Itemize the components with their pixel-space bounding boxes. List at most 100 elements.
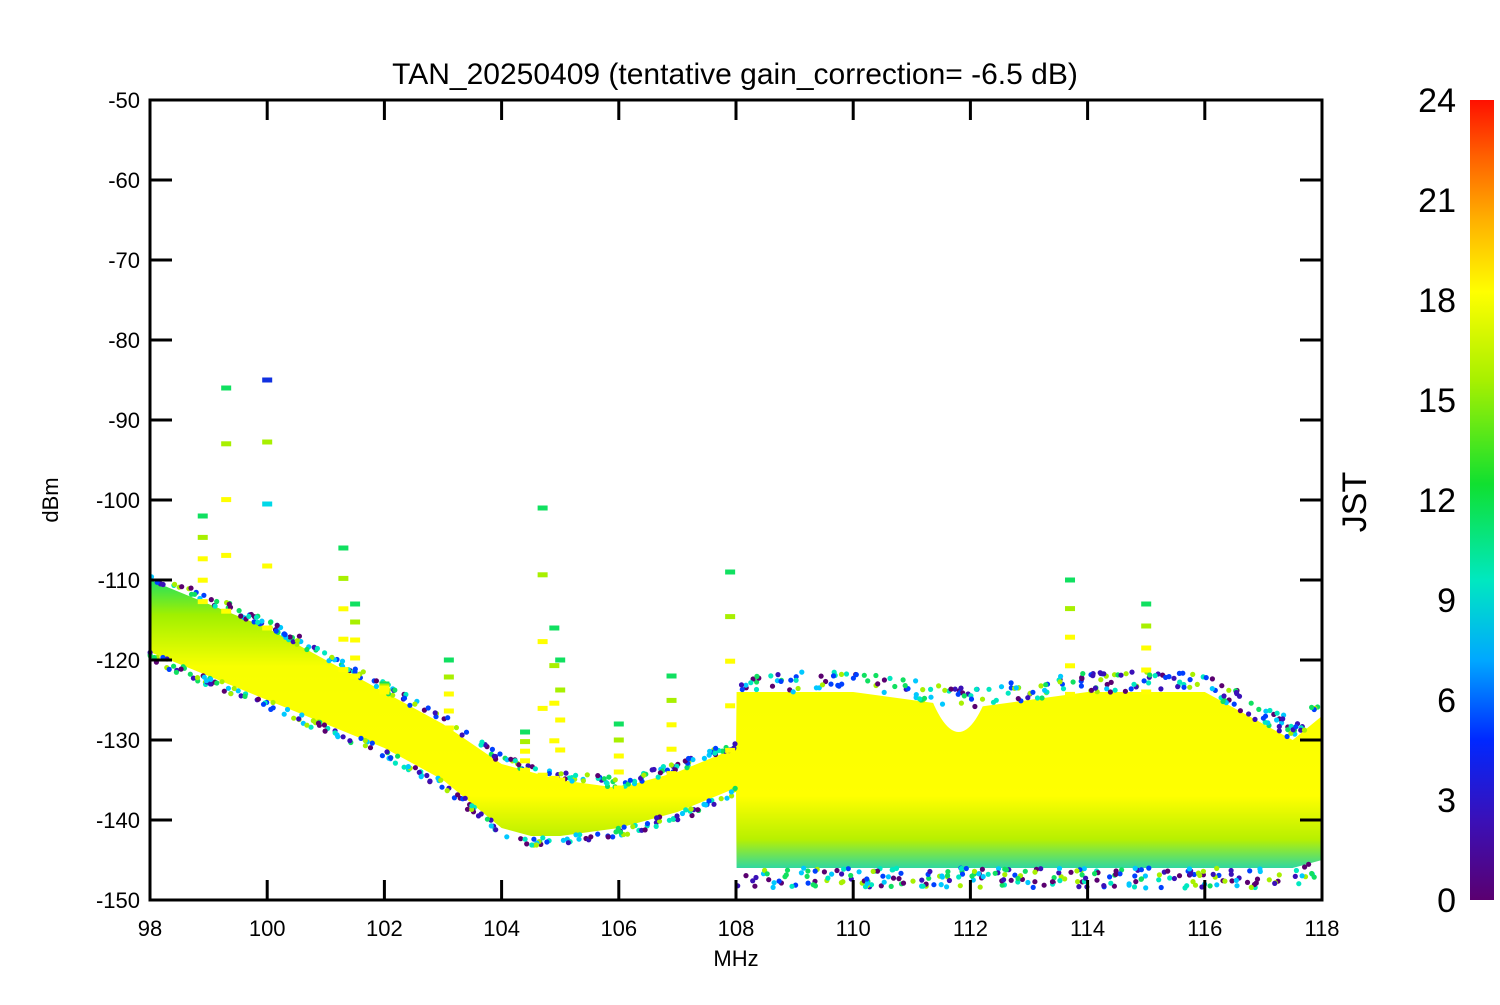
scatter-point — [1015, 696, 1021, 702]
scatter-point — [948, 686, 954, 692]
scatter-point — [392, 760, 398, 766]
scatter-point — [273, 628, 279, 634]
scatter-point — [1248, 700, 1254, 706]
scatter-point — [228, 691, 234, 697]
scatter-point — [601, 776, 607, 782]
scatter-point — [971, 868, 978, 875]
peak-marker — [520, 739, 531, 745]
scatter-point — [334, 732, 340, 738]
notch-112 — [928, 668, 989, 732]
scatter-point — [267, 619, 274, 626]
scatter-point — [685, 755, 692, 762]
scatter-point — [1209, 686, 1215, 692]
scatter-point — [818, 673, 824, 679]
scatter-point — [853, 672, 859, 678]
scatter-point — [1229, 878, 1235, 884]
scatter-point — [1158, 686, 1164, 692]
scatter-point — [1012, 872, 1018, 878]
scatter-point — [1003, 867, 1010, 873]
scatter-point — [913, 692, 919, 698]
scatter-point — [679, 810, 686, 817]
scatter-point — [1187, 684, 1193, 690]
scatter-point — [1092, 871, 1098, 877]
peak-marker — [520, 729, 531, 735]
peak-marker — [338, 545, 349, 551]
scatter-point — [315, 720, 322, 726]
y-tick-label: -150 — [96, 888, 140, 913]
scatter-point — [310, 718, 316, 724]
peak-marker — [537, 772, 548, 778]
scatter-point — [595, 831, 601, 837]
scatter-point — [1192, 882, 1199, 888]
scatter-point — [1234, 691, 1240, 697]
scatter-point — [927, 868, 933, 875]
scatter-point — [711, 801, 717, 807]
scatter-point — [238, 613, 244, 619]
scatter-point — [936, 683, 942, 689]
scatter-point — [1244, 879, 1251, 886]
scatter-point — [1156, 877, 1162, 883]
peak-streak — [379, 681, 390, 695]
scatter-point — [1267, 707, 1273, 714]
scatter-point — [1057, 878, 1063, 884]
scatter-point — [992, 870, 998, 876]
scatter-point — [1254, 876, 1261, 882]
scatter-point — [864, 880, 871, 887]
x-tick-label: 118 — [1304, 916, 1339, 941]
scatter-point — [1070, 679, 1076, 685]
peak-streak — [443, 657, 454, 731]
peak-marker — [666, 673, 677, 679]
scatter-point — [1311, 874, 1317, 880]
scatter-point — [1062, 876, 1068, 882]
scatter-point — [1056, 865, 1063, 872]
scatter-point — [160, 581, 166, 588]
scatter-point — [764, 871, 770, 877]
scatter-point — [1043, 682, 1049, 688]
scatter-point — [255, 696, 261, 702]
scatter-point — [1292, 731, 1298, 737]
scatter-point — [887, 675, 893, 682]
scatter-point — [214, 680, 220, 686]
scatter-point — [595, 773, 601, 779]
scatter-point — [1167, 875, 1173, 881]
peak-marker — [549, 625, 560, 631]
scatter-point — [1293, 724, 1299, 730]
scatter-point — [838, 671, 845, 678]
scatter-point — [1108, 679, 1114, 686]
scatter-point — [493, 827, 499, 833]
scatter-point — [946, 877, 953, 884]
scatter-point — [367, 745, 374, 751]
scatter-point — [910, 878, 916, 884]
scatter-point — [1141, 678, 1147, 684]
scatter-point — [1092, 685, 1098, 691]
scatter-point — [339, 658, 346, 664]
y-tick-label: -110 — [98, 568, 140, 593]
scatter-point — [986, 686, 992, 692]
scatter-point — [1104, 681, 1110, 688]
scatter-point — [1001, 877, 1007, 883]
scatter-point — [469, 803, 475, 809]
scatter-point — [284, 706, 291, 713]
scatter-point — [1260, 715, 1266, 721]
scatter-point — [1008, 680, 1014, 686]
scatter-point — [464, 806, 471, 812]
colorbar-tick-label: 15 — [1418, 382, 1456, 420]
scatter-point — [314, 645, 320, 652]
scatter-point — [1263, 708, 1269, 714]
scatter-point — [1195, 870, 1201, 876]
scatter-point — [653, 823, 659, 830]
scatter-point — [1079, 676, 1085, 682]
peak-marker — [221, 441, 232, 447]
scatter-point — [958, 865, 965, 872]
scatter-point — [612, 777, 618, 783]
scatter-point — [1306, 861, 1312, 867]
scatter-point — [766, 877, 772, 883]
peak-marker — [262, 501, 273, 507]
peak-marker — [1065, 577, 1076, 583]
scatter-point — [881, 689, 887, 696]
colorbar-tick-label: 3 — [1437, 782, 1456, 820]
scatter-point — [274, 622, 280, 629]
scatter-point — [892, 683, 898, 690]
scatter-point — [1175, 684, 1181, 690]
scatter-point — [1301, 727, 1308, 733]
